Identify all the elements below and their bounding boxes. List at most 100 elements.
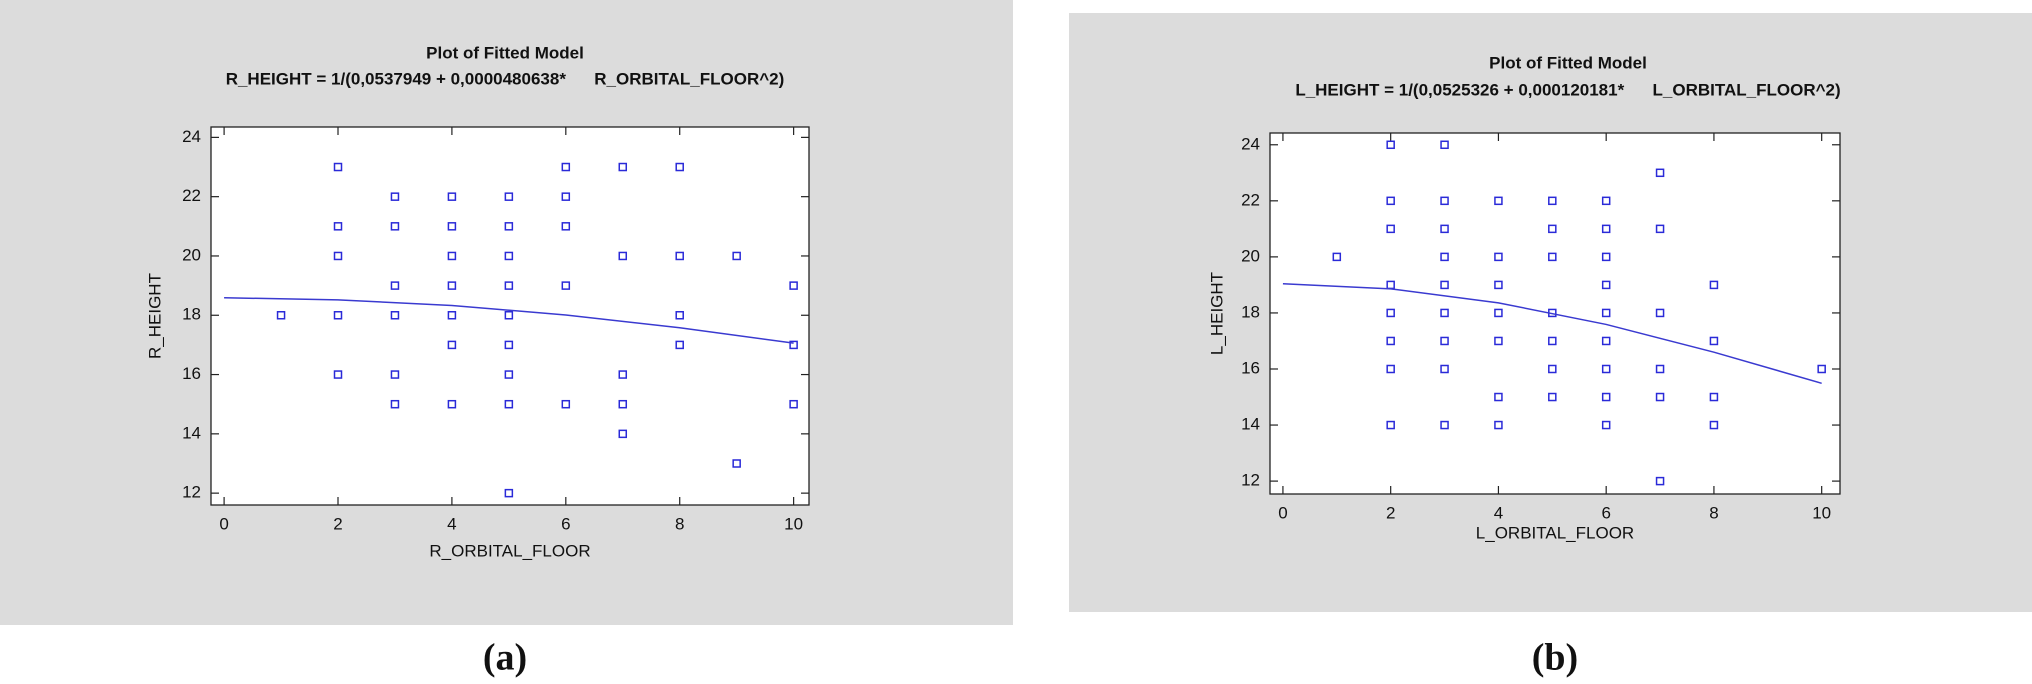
point <box>1548 196 1557 206</box>
point <box>1548 364 1557 374</box>
x-tick-label: 2 <box>1386 503 1395 522</box>
point <box>1601 280 1611 290</box>
x-tick-label: 8 <box>675 514 684 533</box>
point <box>789 399 798 409</box>
point <box>1548 336 1557 346</box>
point <box>618 251 628 261</box>
point <box>675 340 684 350</box>
y-tick-label: 24 <box>182 127 201 146</box>
point <box>333 311 343 320</box>
chart-subtitle: L_HEIGHT = 1/(0,0525326 + 0,000120181* L… <box>1295 80 1840 99</box>
point <box>1494 336 1503 346</box>
point <box>1601 308 1611 318</box>
point <box>675 251 684 261</box>
point <box>618 429 628 439</box>
point <box>447 222 457 231</box>
x-tick-label: 6 <box>561 514 570 533</box>
point <box>390 192 400 201</box>
point <box>447 399 457 409</box>
fitted-line <box>224 297 794 344</box>
point <box>1494 308 1503 318</box>
point <box>1440 364 1449 374</box>
caption: (a) <box>483 637 527 679</box>
point <box>1601 252 1611 262</box>
x-tick-label: 10 <box>784 514 803 533</box>
point <box>1386 224 1395 234</box>
point <box>447 281 457 290</box>
point <box>1494 252 1503 262</box>
point <box>447 192 457 201</box>
point <box>504 311 514 320</box>
point <box>1440 280 1449 290</box>
caption: (b) <box>1532 637 1578 679</box>
point <box>1440 308 1449 318</box>
point <box>276 311 286 320</box>
point <box>390 370 400 379</box>
y-tick-label: 12 <box>1241 471 1260 490</box>
point <box>1601 224 1611 234</box>
point <box>504 488 514 498</box>
point <box>561 281 571 290</box>
point <box>504 370 514 379</box>
y-axis-label: R_HEIGHT <box>145 273 164 359</box>
point <box>1601 364 1611 374</box>
point <box>1440 336 1449 346</box>
point <box>1655 308 1665 318</box>
point <box>1709 336 1719 346</box>
point <box>561 222 571 231</box>
x-tick-label: 6 <box>1601 503 1610 522</box>
point <box>504 251 514 261</box>
point <box>732 459 741 468</box>
y-tick-label: 20 <box>182 245 201 264</box>
x-tick-label: 0 <box>1278 503 1287 522</box>
point <box>1440 196 1449 206</box>
point <box>504 340 514 350</box>
point <box>1655 364 1665 374</box>
chart-title: Plot of Fitted Model <box>426 43 584 62</box>
point <box>1709 392 1719 402</box>
point <box>447 311 457 320</box>
point <box>390 222 400 231</box>
point <box>618 399 628 409</box>
point <box>561 399 571 409</box>
point <box>390 399 400 409</box>
point <box>1440 224 1449 234</box>
y-tick-label: 22 <box>1241 190 1260 209</box>
point <box>390 311 400 320</box>
point <box>789 340 798 350</box>
point <box>1548 392 1557 402</box>
point <box>789 281 798 290</box>
point <box>1494 196 1503 206</box>
point <box>1655 224 1665 234</box>
point <box>1817 364 1826 374</box>
x-tick-label: 10 <box>1812 503 1831 522</box>
point <box>1601 336 1611 346</box>
point <box>1386 196 1395 206</box>
y-tick-label: 14 <box>182 423 201 442</box>
x-axis-label: R_ORBITAL_FLOOR <box>429 541 590 560</box>
point <box>561 192 571 201</box>
plot-area <box>210 126 810 506</box>
point <box>1440 420 1449 430</box>
y-tick-label: 20 <box>1241 246 1260 265</box>
point <box>333 162 343 172</box>
point <box>618 162 628 172</box>
point <box>333 370 343 379</box>
point <box>1548 252 1557 262</box>
chart-subtitle: R_HEIGHT = 1/(0,0537949 + 0,0000480638* … <box>226 69 785 88</box>
point <box>390 281 400 290</box>
x-axis-label: L_ORBITAL_FLOOR <box>1476 523 1634 542</box>
point <box>1709 420 1719 430</box>
point <box>447 340 457 350</box>
point <box>504 192 514 201</box>
point <box>1386 308 1395 318</box>
point <box>675 311 684 320</box>
point <box>447 251 457 261</box>
point <box>1709 280 1719 290</box>
point <box>504 222 514 231</box>
point <box>1440 252 1449 262</box>
point <box>1655 476 1665 486</box>
y-tick-label: 24 <box>1241 134 1260 153</box>
x-tick-label: 4 <box>1494 503 1503 522</box>
